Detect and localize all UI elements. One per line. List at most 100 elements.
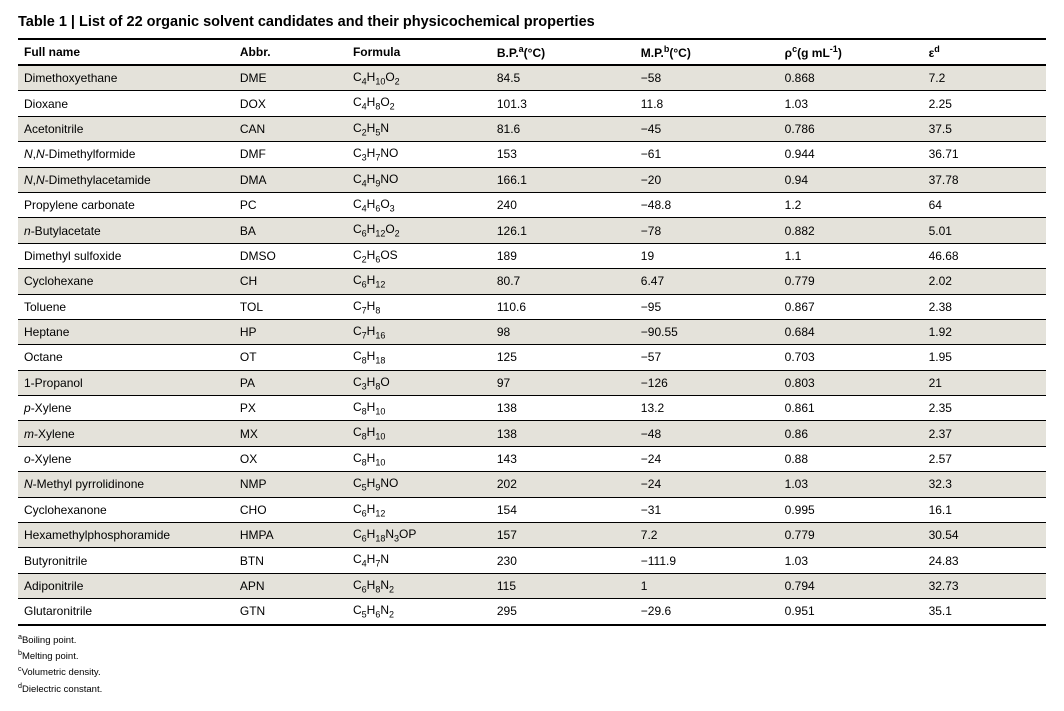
cell-formula: C6H18N3OP (347, 523, 491, 548)
cell-abbr: CH (234, 269, 347, 294)
table-row: m-XyleneMXC8H10138−480.862.37 (18, 421, 1046, 446)
cell-bp: 115 (491, 573, 635, 598)
table-row: N-Methyl pyrrolidinoneNMPC5H9NO202−241.0… (18, 472, 1046, 497)
cell-rho: 0.786 (779, 116, 923, 141)
cell-rho: 0.86 (779, 421, 923, 446)
cell-abbr: OX (234, 446, 347, 471)
footnotes: aBoiling point.bMelting point.cVolumetri… (18, 632, 1046, 698)
cell-eps: 64 (923, 192, 1046, 217)
cell-formula: C8H10 (347, 421, 491, 446)
cell-rho: 0.944 (779, 142, 923, 167)
cell-eps: 2.25 (923, 91, 1046, 116)
cell-abbr: DOX (234, 91, 347, 116)
cell-bp: 138 (491, 421, 635, 446)
cell-bp: 138 (491, 396, 635, 421)
cell-name: Glutaronitrile (18, 599, 234, 625)
cell-eps: 36.71 (923, 142, 1046, 167)
cell-name: N,N-Dimethylacetamide (18, 167, 234, 192)
table-row: o-XyleneOXC8H10143−240.882.57 (18, 446, 1046, 471)
cell-eps: 24.83 (923, 548, 1046, 573)
cell-mp: −57 (635, 345, 779, 370)
cell-name: Dimethoxyethane (18, 65, 234, 91)
cell-formula: C8H10 (347, 446, 491, 471)
cell-bp: 81.6 (491, 116, 635, 141)
cell-name: Dimethyl sulfoxide (18, 243, 234, 268)
cell-name: Hexamethylphosphoramide (18, 523, 234, 548)
col-bp: B.P.a(°C) (491, 39, 635, 65)
cell-abbr: DMSO (234, 243, 347, 268)
cell-name: Cyclohexanone (18, 497, 234, 522)
cell-bp: 189 (491, 243, 635, 268)
cell-rho: 0.794 (779, 573, 923, 598)
table-row: p-XylenePXC8H1013813.20.8612.35 (18, 396, 1046, 421)
cell-mp: 7.2 (635, 523, 779, 548)
col-eps: εd (923, 39, 1046, 65)
cell-eps: 35.1 (923, 599, 1046, 625)
cell-abbr: PA (234, 370, 347, 395)
cell-mp: 19 (635, 243, 779, 268)
footnote: bMelting point. (18, 648, 1046, 664)
cell-abbr: GTN (234, 599, 347, 625)
cell-rho: 1.2 (779, 192, 923, 217)
cell-formula: C8H10 (347, 396, 491, 421)
cell-abbr: MX (234, 421, 347, 446)
cell-bp: 84.5 (491, 65, 635, 91)
cell-abbr: TOL (234, 294, 347, 319)
cell-mp: −58 (635, 65, 779, 91)
cell-mp: −48.8 (635, 192, 779, 217)
cell-abbr: OT (234, 345, 347, 370)
cell-name: Heptane (18, 319, 234, 344)
table-title: Table 1 | List of 22 organic solvent can… (18, 14, 1046, 30)
cell-mp: 11.8 (635, 91, 779, 116)
cell-eps: 37.5 (923, 116, 1046, 141)
cell-abbr: HP (234, 319, 347, 344)
cell-formula: C4H6O3 (347, 192, 491, 217)
cell-formula: C2H5N (347, 116, 491, 141)
footnote: dDielectric constant. (18, 681, 1046, 697)
table-body: DimethoxyethaneDMEC4H10O284.5−580.8687.2… (18, 65, 1046, 625)
cell-eps: 46.68 (923, 243, 1046, 268)
cell-mp: 1 (635, 573, 779, 598)
cell-rho: 0.94 (779, 167, 923, 192)
cell-rho: 0.684 (779, 319, 923, 344)
col-abbr: Abbr. (234, 39, 347, 65)
solvent-table: Full nameAbbr.FormulaB.P.a(°C)M.P.b(°C)ρ… (18, 38, 1046, 626)
cell-eps: 2.38 (923, 294, 1046, 319)
table-row: TolueneTOLC7H8110.6−950.8672.38 (18, 294, 1046, 319)
table-row: CyclohexanoneCHOC6H12154−310.99516.1 (18, 497, 1046, 522)
cell-name: Butyronitrile (18, 548, 234, 573)
cell-formula: C6H8N2 (347, 573, 491, 598)
cell-name: Cyclohexane (18, 269, 234, 294)
table-row: GlutaronitrileGTNC5H6N2295−29.60.95135.1 (18, 599, 1046, 625)
cell-abbr: BTN (234, 548, 347, 573)
cell-formula: C4H9NO (347, 167, 491, 192)
cell-formula: C4H7N (347, 548, 491, 573)
cell-bp: 97 (491, 370, 635, 395)
cell-bp: 202 (491, 472, 635, 497)
cell-eps: 32.73 (923, 573, 1046, 598)
cell-mp: −78 (635, 218, 779, 243)
table-row: AcetonitrileCANC2H5N81.6−450.78637.5 (18, 116, 1046, 141)
cell-mp: −24 (635, 472, 779, 497)
cell-name: 1-Propanol (18, 370, 234, 395)
cell-name: N-Methyl pyrrolidinone (18, 472, 234, 497)
table-row: DimethoxyethaneDMEC4H10O284.5−580.8687.2 (18, 65, 1046, 91)
cell-name: Propylene carbonate (18, 192, 234, 217)
col-mp: M.P.b(°C) (635, 39, 779, 65)
cell-name: n-Butylacetate (18, 218, 234, 243)
cell-rho: 1.03 (779, 91, 923, 116)
cell-eps: 5.01 (923, 218, 1046, 243)
cell-formula: C3H7NO (347, 142, 491, 167)
cell-eps: 7.2 (923, 65, 1046, 91)
cell-bp: 80.7 (491, 269, 635, 294)
cell-eps: 1.92 (923, 319, 1046, 344)
cell-rho: 1.03 (779, 548, 923, 573)
cell-eps: 21 (923, 370, 1046, 395)
cell-bp: 166.1 (491, 167, 635, 192)
cell-mp: −31 (635, 497, 779, 522)
table-row: DioxaneDOXC4H8O2101.311.81.032.25 (18, 91, 1046, 116)
cell-abbr: CHO (234, 497, 347, 522)
cell-formula: C6H12 (347, 497, 491, 522)
cell-mp: −90.55 (635, 319, 779, 344)
table-row: N,N-DimethylformideDMFC3H7NO153−610.9443… (18, 142, 1046, 167)
